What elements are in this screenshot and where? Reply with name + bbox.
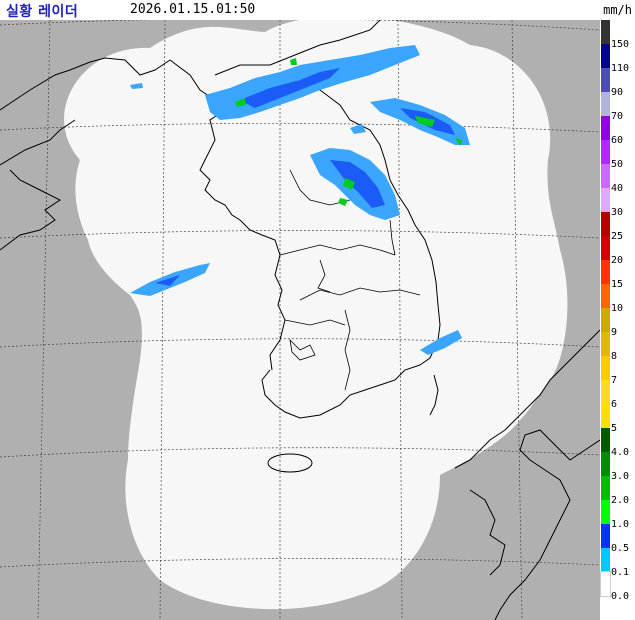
legend-swatch — [601, 140, 610, 164]
map-title: 실황 레이더 — [6, 4, 79, 20]
legend-label: 15 — [611, 279, 624, 290]
legend-label: 60 — [611, 135, 624, 146]
legend-swatch — [601, 68, 610, 92]
legend-swatch — [601, 116, 610, 140]
legend-swatch — [601, 284, 610, 308]
legend-label: 25 — [611, 231, 624, 242]
legend-label: 9 — [611, 327, 618, 338]
legend-label: 30 — [611, 207, 624, 218]
legend-label: 90 — [611, 87, 624, 98]
legend-swatch — [601, 236, 610, 260]
legend-label: 4.0 — [611, 447, 630, 458]
legend-label: 7 — [611, 375, 618, 386]
legend-swatch — [601, 212, 610, 236]
legend-swatch — [601, 20, 610, 44]
legend-label: 150 — [611, 39, 630, 50]
header-bar: 실황 레이더 2026.01.15.01:50 — [0, 0, 600, 20]
radar-coverage — [64, 20, 568, 610]
legend-label: 110 — [611, 63, 630, 74]
legend-swatch — [601, 164, 610, 188]
legend-label: 0.5 — [611, 543, 630, 554]
legend-swatch — [601, 188, 610, 212]
legend-swatch — [601, 92, 610, 116]
legend-swatch — [601, 548, 610, 572]
legend-label: 2.0 — [611, 495, 630, 506]
legend-label: 8 — [611, 351, 618, 362]
legend-swatch — [601, 380, 610, 404]
legend-swatch — [601, 452, 610, 476]
legend-label: 70 — [611, 111, 624, 122]
legend-swatch — [600, 571, 611, 597]
legend-swatch — [601, 476, 610, 500]
legend-label: 50 — [611, 159, 624, 170]
legend-label: 5 — [611, 423, 618, 434]
legend-unit: mm/h — [603, 3, 632, 17]
legend-swatch — [601, 428, 610, 452]
legend-swatch — [601, 260, 610, 284]
echo-small-center — [350, 124, 366, 134]
observation-timestamp: 2026.01.15.01:50 — [130, 2, 256, 17]
radar-map[interactable] — [0, 20, 600, 620]
legend-swatch — [601, 308, 610, 332]
precipitation-legend: 150 110 90 70 60 50 40 30 25 20 15 10 9 8 7 6 5 4.0 3.0 2.0… — [600, 20, 635, 620]
coastlines — [0, 20, 600, 620]
legend-label: 20 — [611, 255, 624, 266]
echo-small-north — [130, 83, 143, 89]
legend-swatch — [601, 500, 610, 524]
legend-swatch — [601, 332, 610, 356]
legend-swatch — [601, 356, 610, 380]
legend-label: 1.0 — [611, 519, 630, 530]
grid-lines — [0, 20, 600, 620]
legend-label: 3.0 — [611, 471, 630, 482]
legend-label: 10 — [611, 303, 624, 314]
radar-echoes — [130, 45, 470, 355]
legend-label: 40 — [611, 183, 624, 194]
legend-swatch — [601, 44, 610, 68]
legend-label: 0.1 — [611, 567, 630, 578]
legend-label: 6 — [611, 399, 618, 410]
legend-swatch — [601, 524, 610, 548]
echo-southeast-streak — [420, 330, 462, 355]
legend-label: 0.0 — [611, 591, 630, 602]
legend-swatch — [601, 404, 610, 428]
